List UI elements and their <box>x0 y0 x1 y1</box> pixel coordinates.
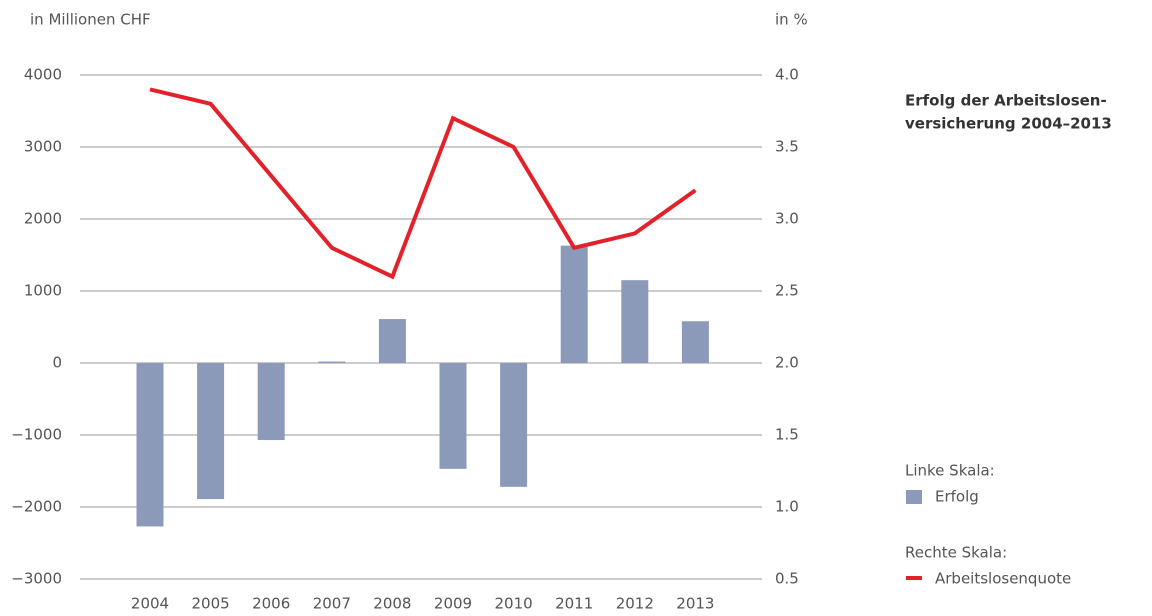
chart-title: Erfolg der Arbeitslosen- <box>905 92 1107 110</box>
x-tick-label: 2006 <box>252 595 290 613</box>
bar <box>378 319 406 363</box>
bar <box>681 321 709 363</box>
x-tick-label: 2007 <box>313 595 351 613</box>
x-tick-label: 2009 <box>434 595 472 613</box>
legend-swatch <box>906 490 922 504</box>
y-tick-label: 4000 <box>24 66 62 84</box>
x-tick-label: 2008 <box>373 595 411 613</box>
y-tick-label: −3000 <box>11 570 62 588</box>
y2-tick-label: 2.5 <box>775 282 799 300</box>
x-tick-label: 2010 <box>495 595 533 613</box>
y2-tick-label: 4.0 <box>775 66 799 84</box>
legend-label: Erfolg <box>935 488 979 506</box>
bar <box>439 363 467 469</box>
y-tick-label: 1000 <box>24 282 62 300</box>
y2-tick-label: 3.0 <box>775 210 799 228</box>
x-tick-label: 2004 <box>131 595 169 613</box>
legend-label: Arbeitslosenquote <box>935 570 1071 588</box>
y-tick-label: −1000 <box>11 426 62 444</box>
legend-heading: Linke Skala: <box>905 462 995 480</box>
y-tick-label: 3000 <box>24 138 62 156</box>
y-tick-label: −2000 <box>11 498 62 516</box>
legend-heading: Rechte Skala: <box>905 544 1007 562</box>
x-tick-label: 2012 <box>616 595 654 613</box>
y-tick-label: 2000 <box>24 210 62 228</box>
y2-tick-label: 2.0 <box>775 354 799 372</box>
y2-axis-label: in % <box>775 11 808 29</box>
line <box>149 87 697 280</box>
x-tick-label: 2011 <box>555 595 593 613</box>
chart-title: versicherung 2004–2013 <box>905 115 1112 133</box>
x-tick-label: 2005 <box>192 595 230 613</box>
x-tick-label: 2013 <box>676 595 714 613</box>
y2-tick-label: 1.5 <box>775 426 799 444</box>
y-axis-label: in Millionen CHF <box>30 11 151 29</box>
bar <box>500 363 528 487</box>
bar <box>136 363 164 527</box>
bar <box>257 363 285 441</box>
y2-tick-label: 1.0 <box>775 498 799 516</box>
y2-tick-label: 3.5 <box>775 138 799 156</box>
bar <box>197 363 225 500</box>
bar <box>560 245 588 363</box>
y-tick-label: 0 <box>52 354 62 372</box>
y2-tick-label: 0.5 <box>775 570 799 588</box>
bar <box>318 361 346 363</box>
bar <box>621 280 649 363</box>
